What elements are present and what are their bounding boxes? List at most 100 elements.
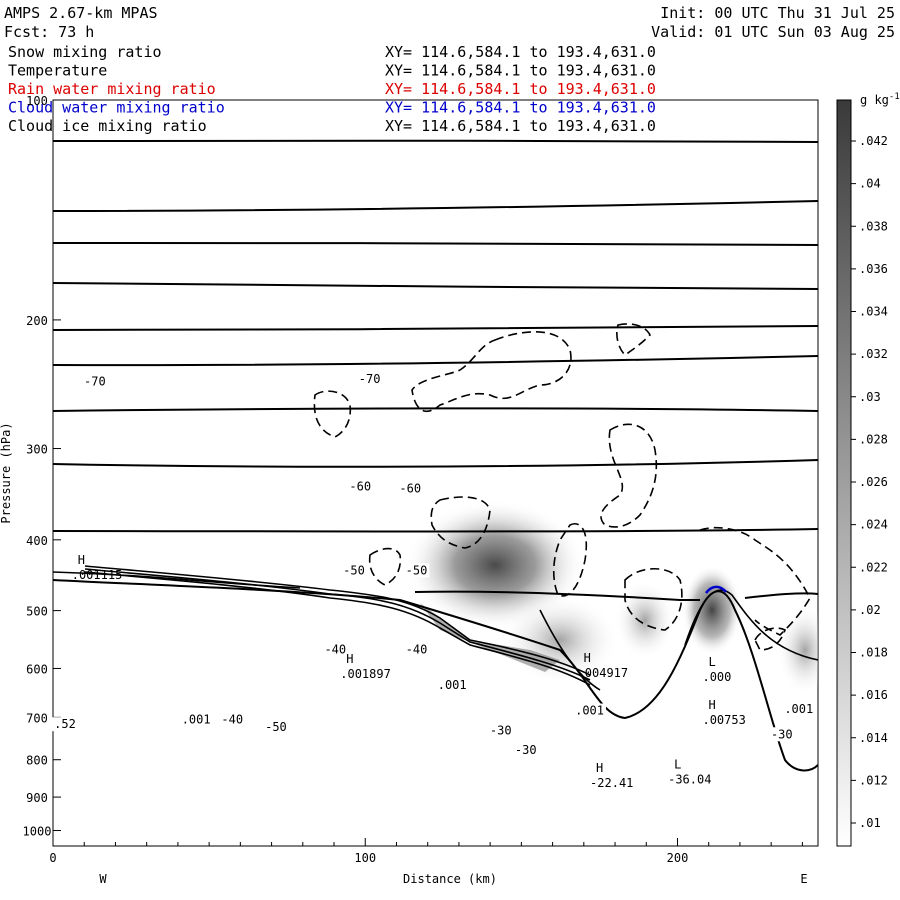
y-tick-label: 800 (26, 754, 48, 768)
y-tick-label: 900 (26, 791, 48, 805)
plot-area (53, 139, 818, 772)
contour-value-label-bg (782, 702, 816, 717)
model-title: AMPS 2.67-km MPAS (4, 4, 158, 22)
temperature-label-bg (263, 719, 289, 734)
cloud-shading-peak (682, 565, 742, 655)
colorbar-tick-label: .012 (859, 773, 888, 787)
temperature-label: -70 (84, 374, 106, 388)
contour-value-label: .001 (438, 678, 467, 692)
init-time: Init: 00 UTC Thu 31 Jul 25 (660, 4, 895, 22)
colorbar-tick-label: .028 (859, 432, 888, 446)
colorbar-tick-label: .016 (859, 688, 888, 702)
valid-time: Valid: 01 UTC Sun 03 Aug 25 (651, 23, 895, 41)
temperature-label-bg (322, 642, 349, 657)
temperature-label: -60 (399, 481, 421, 495)
plot-frame (52, 99, 819, 847)
contour-value-label-bg (179, 712, 213, 727)
temperature-label: -50 (343, 563, 365, 577)
legend-field-name: Temperature (8, 62, 107, 80)
colorbar-tick-label: .026 (859, 475, 888, 489)
x-tick-label: 0 (49, 851, 56, 865)
colorbar-tick-label: .032 (859, 347, 888, 361)
temperature-label-bg (512, 743, 539, 758)
cloud-shading-east (777, 605, 818, 695)
contour-value-label-bg (435, 677, 469, 692)
colorbar-tick-label: .018 (859, 646, 888, 660)
colorbar (836, 99, 852, 847)
forecast-hour: Fcst: 73 h (4, 23, 94, 41)
colorbar-tick-label: .024 (859, 518, 888, 532)
contour-annotations: -70 -70-60 -60-50 -50-40 -40-30-30-30-50-40H… (52, 371, 816, 790)
legend-field-xy: XY= 114.6,584.1 to 193.4,631.0 (385, 117, 656, 135)
temperature-label: -70 (359, 372, 381, 386)
colorbar-tick-label: .014 (859, 731, 888, 745)
colorbar-tick-label: .034 (859, 305, 888, 319)
temperature-label-bg (403, 563, 430, 578)
temperature-label: -40 (406, 642, 428, 656)
x-axis-label: Distance (km) (403, 872, 497, 886)
temperature-label-bg (341, 563, 367, 578)
extremum-kind: L (708, 655, 715, 669)
temperature-label-bg (403, 642, 430, 657)
cloud-shading-main (405, 500, 585, 630)
extremum-kind: H (78, 553, 85, 567)
y-axis-label: Pressure (hPa) (0, 422, 13, 523)
legend-field-xy: XY= 114.6,584.1 to 193.4,631.0 (385, 99, 656, 117)
colorbar-tick-label: .03 (859, 390, 881, 404)
colorbar-tick-label: .038 (859, 219, 888, 233)
colorbar-tick-label: .022 (859, 560, 888, 574)
extremum-value: .001115 (72, 568, 123, 582)
y-tick-label: 700 (26, 711, 48, 725)
contour-value-label-bg (52, 717, 78, 732)
west-label: W (99, 872, 107, 886)
snow-dashed-contours (313, 323, 811, 651)
legend-field-name: Rain water mixing ratio (8, 80, 216, 98)
legend-field-xy: XY= 114.6,584.1 to 193.4,631.0 (385, 43, 656, 61)
extremum-value: -36.04 (668, 772, 711, 786)
cloud-shading-3 (615, 580, 675, 660)
temperature-label-bg (82, 374, 108, 389)
y-tick-label: 500 (26, 605, 48, 619)
legend-field-name: Snow mixing ratio (8, 43, 162, 61)
legend-field-name: Cloud water mixing ratio (8, 99, 225, 117)
extremum-value: .004917 (578, 666, 629, 680)
temperature-label-bg (768, 727, 795, 742)
contour-value-label: .52 (54, 717, 76, 731)
temperature-label-bg (487, 723, 514, 738)
temperature-label: -40 (324, 642, 346, 656)
axes: 0 100 200 100 200 300 400 500 600 700 800 900 1000 (23, 94, 803, 865)
colorbar-tick-label: .01 (859, 816, 881, 830)
extremum-kind: H (596, 761, 603, 775)
y-tick-label: 300 (26, 443, 48, 457)
colorbar-tick-label: .02 (859, 603, 881, 617)
colorbar-unit: g kg-1 (860, 92, 900, 107)
contour-value-label: .001 (182, 713, 211, 727)
contour-value-label: .001 (784, 702, 813, 716)
temperature-label: -50 (265, 720, 287, 734)
temperature-label-bg (356, 371, 383, 386)
extremum-kind: L (674, 757, 681, 771)
y-tick-label: 1000 (23, 825, 52, 839)
extremum-value: -22.41 (590, 776, 633, 790)
legend-field-xy: XY= 114.6,584.1 to 193.4,631.0 (385, 62, 656, 80)
temperature-label: -40 (221, 712, 243, 726)
temperature-label-bg (397, 481, 424, 496)
contour-value-label-bg (573, 703, 606, 718)
temperature-label-bg (347, 479, 374, 494)
x-tick-label: 200 (667, 851, 689, 865)
temperature-label: -30 (490, 723, 512, 737)
y-tick-label: 100 (26, 94, 48, 108)
extremum-value: .001897 (340, 667, 391, 681)
temperature-label: -50 (406, 563, 428, 577)
y-tick-label: 200 (26, 314, 48, 328)
temperature-label: -60 (349, 479, 371, 493)
field-legend: Snow mixing ratio XY= 114.6,584.1 to 193.… (8, 43, 656, 135)
y-tick-label: 400 (26, 534, 48, 548)
extremum-kind: H (584, 651, 591, 665)
colorbar-tick-label: .042 (859, 134, 888, 148)
colorbar-tick-label: .04 (859, 177, 881, 191)
legend-field-name: Cloud ice mixing ratio (8, 117, 207, 135)
cloud-water-contour (705, 585, 727, 594)
isotherms (53, 139, 818, 601)
